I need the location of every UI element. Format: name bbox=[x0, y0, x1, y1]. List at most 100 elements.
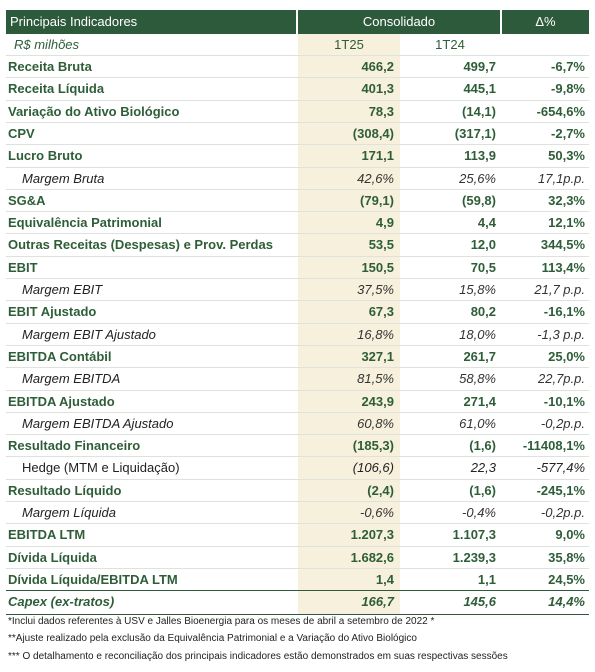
value-1t25: 78,3 bbox=[368, 103, 394, 119]
value-1t25: 327,1 bbox=[361, 348, 394, 364]
value-1t25: (106,6) bbox=[352, 460, 394, 476]
row-divider bbox=[6, 389, 589, 391]
value-1t24: 22,3 bbox=[470, 460, 496, 476]
value-1t24: 1,1 bbox=[477, 571, 496, 587]
value-1t24: -0,4% bbox=[462, 505, 496, 520]
row-label: EBITDA LTM bbox=[8, 527, 86, 543]
value-1t25: 60,8% bbox=[357, 415, 394, 431]
header-delta: Δ% bbox=[502, 10, 589, 34]
value-delta: -0,2p.p. bbox=[540, 505, 585, 520]
row-label: Dívida Líquida/EBITDA LTM bbox=[8, 571, 178, 587]
row-divider bbox=[6, 411, 589, 413]
value-delta: 35,8% bbox=[548, 549, 585, 565]
value-delta: 50,3% bbox=[548, 148, 585, 164]
value-1t24: (1,6) bbox=[469, 438, 496, 454]
value-delta: -654,6% bbox=[536, 103, 585, 119]
row-label: EBIT Ajustado bbox=[8, 304, 97, 320]
row-label: SG&A bbox=[8, 192, 46, 208]
row-label: Receita Bruta bbox=[8, 59, 92, 74]
row-label: Lucro Bruto bbox=[8, 148, 83, 164]
value-1t25: 243,9 bbox=[361, 393, 394, 409]
value-delta: -2,7% bbox=[551, 125, 585, 141]
row-label: Equivalência Patrimonial bbox=[8, 215, 162, 231]
row-label: EBITDA Contábil bbox=[8, 348, 112, 364]
value-1t24: 1.239,3 bbox=[452, 549, 496, 565]
row-label: Capex (ex-tratos) bbox=[8, 594, 115, 610]
value-1t25: 81,5% bbox=[357, 371, 394, 387]
value-delta: 25,0% bbox=[548, 348, 585, 364]
row-divider bbox=[6, 590, 589, 592]
col2-label: 1T24 bbox=[435, 37, 465, 52]
value-1t25: (185,3) bbox=[352, 438, 394, 454]
row-divider bbox=[6, 322, 589, 324]
row-label: Receita Líquida bbox=[8, 81, 105, 97]
value-1t24: 15,8% bbox=[459, 282, 496, 297]
row-divider bbox=[6, 188, 589, 190]
value-1t24: 25,6% bbox=[459, 170, 496, 186]
row-divider bbox=[6, 344, 589, 346]
value-1t24: 145,6 bbox=[463, 594, 496, 610]
value-1t24: 61,0% bbox=[459, 415, 496, 431]
value-delta: 14,4% bbox=[548, 594, 585, 610]
row-label: Resultado Líquido bbox=[8, 482, 122, 498]
header-group: Consolidado bbox=[298, 10, 500, 34]
row-label: Margem EBIT Ajustado bbox=[22, 326, 156, 342]
row-divider bbox=[6, 367, 589, 369]
row-divider bbox=[6, 523, 589, 525]
value-delta: -1,3 p.p. bbox=[537, 326, 585, 342]
value-delta: -245,1% bbox=[536, 482, 585, 498]
value-1t25: 4,9 bbox=[375, 215, 394, 231]
value-delta: 24,5% bbox=[548, 571, 585, 587]
value-1t25: 1.682,6 bbox=[350, 549, 394, 565]
value-1t24: 58,8% bbox=[459, 371, 496, 387]
value-1t24: 445,1 bbox=[463, 81, 496, 97]
value-1t25: 37,5% bbox=[357, 282, 394, 297]
column-highlight bbox=[298, 34, 400, 614]
row-divider bbox=[6, 166, 589, 168]
value-1t25: 16,8% bbox=[357, 326, 394, 342]
footnote: *Inclui dados referentes à USV e Jalles … bbox=[8, 616, 435, 627]
row-label: Hedge (MTM e Liquidação) bbox=[22, 460, 180, 476]
value-1t25: (2,4) bbox=[367, 482, 394, 498]
row-divider bbox=[6, 567, 589, 569]
value-1t25: 401,3 bbox=[361, 81, 394, 97]
row-divider bbox=[6, 55, 589, 56]
row-divider bbox=[6, 456, 589, 458]
value-1t25: (308,4) bbox=[352, 125, 394, 141]
value-delta: 17,1p.p. bbox=[538, 170, 585, 186]
row-divider bbox=[6, 501, 589, 502]
row-divider bbox=[6, 255, 589, 257]
row-divider bbox=[6, 121, 589, 123]
row-label: Outras Receitas (Despesas) e Prov. Perda… bbox=[8, 237, 273, 253]
value-1t24: 18,0% bbox=[459, 326, 496, 342]
value-1t25: 166,7 bbox=[361, 594, 394, 610]
row-divider bbox=[6, 144, 589, 146]
value-1t25: 1,4 bbox=[375, 571, 394, 587]
value-delta: 32,3% bbox=[548, 192, 585, 208]
row-label: Resultado Financeiro bbox=[8, 438, 141, 454]
value-delta: -10,1% bbox=[543, 393, 585, 409]
value-1t25: 53,5 bbox=[368, 237, 394, 253]
value-delta: -6,7% bbox=[551, 59, 585, 74]
footnote: *** O detalhamento e reconciliação dos p… bbox=[8, 651, 508, 662]
value-1t24: (317,1) bbox=[454, 125, 496, 141]
value-1t25: 150,5 bbox=[361, 259, 394, 275]
unit-label: R$ milhões bbox=[14, 37, 80, 52]
row-label: Margem EBITDA bbox=[22, 371, 121, 387]
value-1t24: (1,6) bbox=[469, 482, 496, 498]
value-1t25: 67,3 bbox=[368, 304, 394, 320]
value-1t25: 171,1 bbox=[361, 148, 394, 164]
value-delta: -11408,1% bbox=[522, 438, 585, 454]
value-delta: 21,7 p.p. bbox=[534, 282, 585, 297]
value-delta: -577,4% bbox=[536, 460, 585, 476]
value-delta: -9,8% bbox=[551, 81, 585, 97]
value-delta: 22,7p.p. bbox=[538, 371, 585, 387]
row-divider bbox=[6, 300, 589, 302]
value-delta: 9,0% bbox=[555, 527, 585, 543]
col1-label: 1T25 bbox=[334, 37, 364, 52]
value-1t24: 4,4 bbox=[477, 215, 496, 231]
row-divider bbox=[6, 545, 589, 547]
value-1t25: 466,2 bbox=[361, 59, 394, 74]
row-label: Margem EBIT bbox=[22, 282, 103, 297]
